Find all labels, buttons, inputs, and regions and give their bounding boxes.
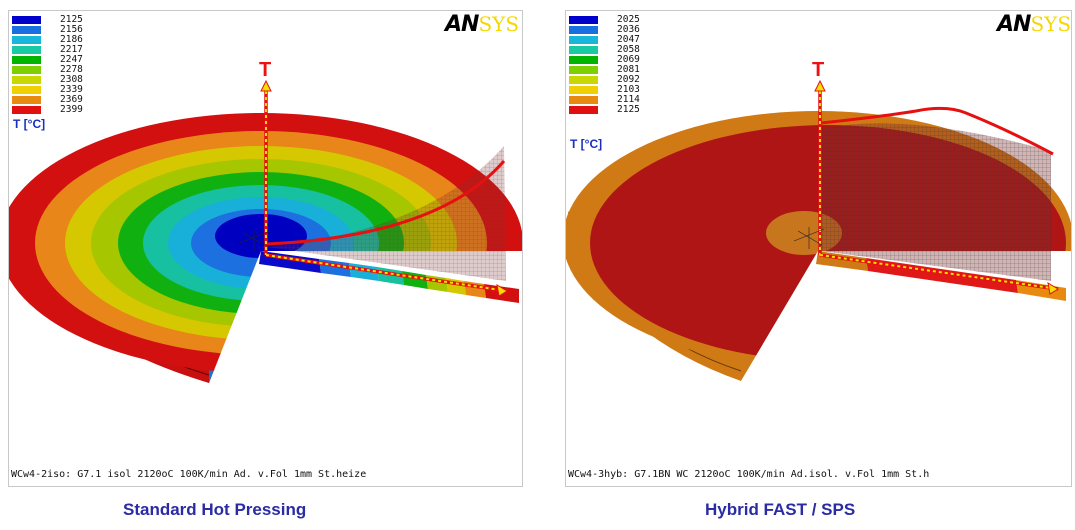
legend-entry: 2156: [12, 25, 83, 35]
legend-entry: 2247: [12, 55, 83, 65]
legend-entry: 2369: [12, 95, 83, 105]
legend-entry: 2278: [12, 65, 83, 75]
legend-value: 2308: [60, 74, 83, 85]
caption-hybrid-fast-sps: Hybrid FAST / SPS: [705, 500, 856, 519]
legend-entry: 2092: [569, 75, 640, 85]
legend-value: 2081: [617, 64, 640, 75]
coordinate-triad: [793, 227, 825, 249]
legend-entry: 2047: [569, 35, 640, 45]
legend-entry: 2025: [569, 15, 640, 25]
legend-value: 2036: [617, 24, 640, 35]
legend-swatch: [569, 46, 598, 54]
legend-entry: 2217: [12, 45, 83, 55]
coordinate-triad: [238, 229, 272, 251]
legend-value: 2025: [617, 14, 640, 25]
legend-value: 2103: [617, 84, 640, 95]
legend-swatch: [12, 26, 41, 34]
legend-value: 2047: [617, 34, 640, 45]
legend-swatch: [12, 96, 41, 104]
temperature-axis-label: T: [812, 59, 824, 81]
legend-value: 2125: [60, 14, 83, 25]
legend-swatch: [12, 106, 41, 114]
legend-swatch: [12, 46, 41, 54]
legend-entry: 2103: [569, 85, 640, 95]
legend-entry: 2069: [569, 55, 640, 65]
legend-entry: 2186: [12, 35, 83, 45]
legend-value: 2058: [617, 44, 640, 55]
legend-swatch: [12, 36, 41, 44]
legend-entry: 2081: [569, 65, 640, 75]
temperature-field-render: T: [566, 59, 1071, 486]
color-legend: 2025 2036 2047 2058 2069 2081 2092 2103 2114 2125: [569, 15, 640, 115]
color-legend: 2125 2156 2186 2217 2247 2278 2308 2339 2369 2399: [12, 15, 83, 115]
temperature-profile-curve: [820, 106, 1054, 156]
simulation-footer-text: WCw4-3hyb: G7.1BN WC 2120oC 100K/min Ad.…: [568, 469, 930, 480]
legend-entry: 2114: [569, 95, 640, 105]
legend-swatch: [12, 56, 41, 64]
legend-swatch: [569, 16, 598, 24]
legend-swatch: [569, 36, 598, 44]
profile-mesh: [267, 146, 506, 281]
legend-value: 2247: [60, 54, 83, 65]
legend-value: 2069: [617, 54, 640, 65]
legend-value: 2125: [617, 104, 640, 115]
legend-value: 2217: [60, 44, 83, 55]
legend-value: 2369: [60, 94, 83, 105]
caption-standard-hot-pressing: Standard Hot Pressing: [123, 500, 307, 519]
legend-value: 2114: [617, 94, 640, 105]
legend-swatch: [569, 26, 598, 34]
legend-entry: 2125: [569, 105, 640, 115]
cutaway-quadrant: [741, 251, 1071, 486]
legend-entry: 2308: [12, 75, 83, 85]
legend-swatch: [569, 106, 598, 114]
legend-entry: 2399: [12, 105, 83, 115]
legend-value: 2092: [617, 74, 640, 85]
legend-value: 2339: [60, 84, 83, 95]
legend-value: 2399: [60, 104, 83, 115]
legend-value: 2278: [60, 64, 83, 75]
simulation-panel-standard: T 2125 2156 2186 2217 2247 2278 2308 2339 2369 23…: [8, 10, 523, 487]
legend-swatch: [12, 16, 41, 24]
legend-swatch: [569, 66, 598, 74]
cutaway-quadrant: [209, 251, 522, 486]
legend-swatch: [12, 76, 41, 84]
legend-title: T [°C]: [570, 137, 603, 151]
legend-swatch: [569, 86, 598, 94]
legend-value: 2156: [60, 24, 83, 35]
ansys-logo: ANSYS: [445, 12, 520, 37]
ansys-logo: ANSYS: [997, 12, 1072, 37]
legend-swatch: [569, 76, 598, 84]
temperature-profile-curve: [266, 160, 506, 246]
legend-entry: 2058: [569, 45, 640, 55]
legend-swatch: [12, 86, 41, 94]
legend-entry: 2125: [12, 15, 83, 25]
temperature-field-render: T: [9, 59, 522, 486]
simulation-footer-text: WCw4-2iso: G7.1 isol 2120oC 100K/min Ad.…: [11, 469, 367, 480]
temperature-axis-label: T: [259, 59, 271, 81]
legend-swatch: [569, 96, 598, 104]
simulation-panel-hybrid: T 2025 2036 2047 2058 2069 2081 2092 2103 2114 21…: [565, 10, 1072, 487]
legend-entry: 2339: [12, 85, 83, 95]
legend-swatch: [12, 66, 41, 74]
legend-value: 2186: [60, 34, 83, 45]
legend-entry: 2036: [569, 25, 640, 35]
legend-swatch: [569, 56, 598, 64]
legend-title: T [°C]: [13, 117, 46, 131]
